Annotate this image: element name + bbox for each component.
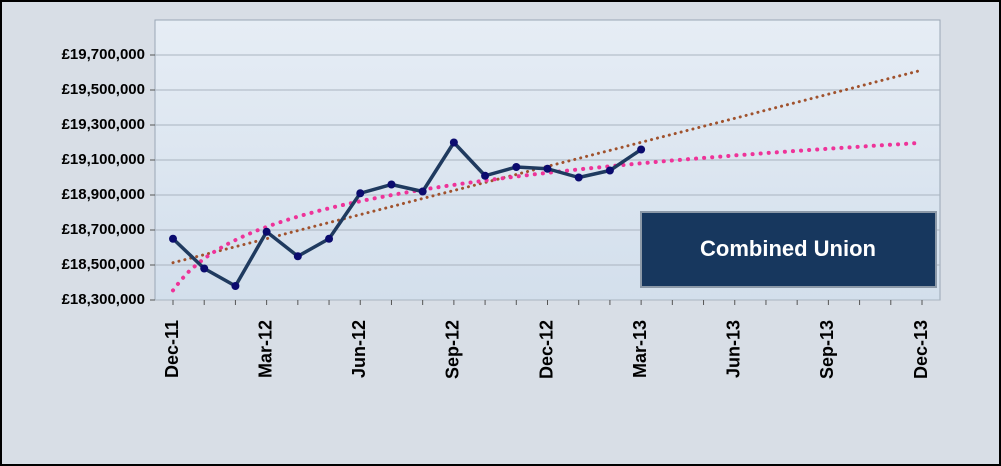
- y-tick-label: £18,500,000: [62, 256, 145, 273]
- data-point: [481, 171, 490, 180]
- data-point: [325, 234, 334, 243]
- data-point: [512, 163, 521, 171]
- y-tick-label: £19,100,000: [62, 151, 145, 168]
- x-tick-label: Dec-11: [162, 320, 182, 378]
- data-point: [231, 282, 240, 290]
- y-tick-label: £19,300,000: [62, 116, 145, 133]
- data-point: [418, 187, 427, 196]
- y-tick-label: £18,300,000: [62, 291, 145, 308]
- trendline: [171, 68, 924, 265]
- data-point: [574, 173, 583, 182]
- x-tick-label: Jun-13: [724, 320, 744, 378]
- data-line: [171, 140, 643, 288]
- data-point: [543, 164, 552, 173]
- y-tick-label: £19,700,000: [62, 46, 145, 63]
- data-point: [605, 166, 614, 175]
- annotation-box: [640, 211, 937, 288]
- y-tick-label: £18,700,000: [62, 221, 145, 238]
- x-tick-label: Dec-13: [911, 320, 931, 379]
- x-tick-label: Jun-12: [349, 320, 369, 378]
- data-point: [200, 264, 209, 273]
- x-tick-label: Mar-13: [630, 320, 650, 378]
- x-tick-label: Sep-12: [443, 320, 463, 379]
- y-tick-label: £19,500,000: [62, 81, 145, 98]
- x-tick-label: Dec-12: [536, 320, 556, 379]
- data-point: [262, 227, 271, 236]
- data-point: [169, 234, 177, 243]
- annotation: Combined Union: [700, 236, 876, 261]
- data-point: [637, 145, 646, 154]
- data-point: [356, 189, 365, 198]
- x-tick-label: Sep-13: [817, 320, 837, 379]
- data-point: [387, 180, 396, 189]
- y-tick-label: £18,900,000: [62, 186, 145, 203]
- data-point: [449, 138, 458, 147]
- x-tick-label: Mar-12: [255, 320, 275, 378]
- data-point: [293, 252, 302, 261]
- trendline: [171, 140, 924, 293]
